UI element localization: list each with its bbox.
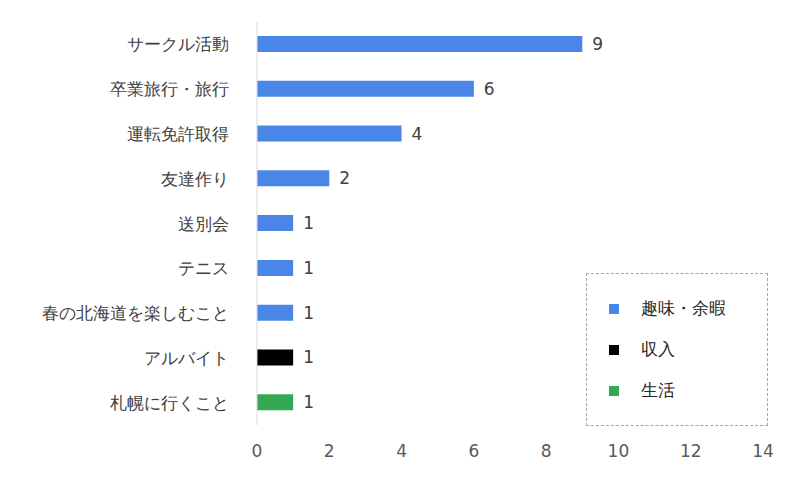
svg-text:1: 1 [303, 213, 314, 233]
svg-text:14: 14 [752, 441, 774, 461]
svg-text:卒業旅行・旅行: 卒業旅行・旅行 [110, 79, 229, 99]
svg-text:4: 4 [412, 124, 423, 144]
svg-text:サークル活動: サークル活動 [127, 34, 229, 54]
svg-text:1: 1 [303, 347, 314, 367]
svg-text:6: 6 [468, 441, 479, 461]
svg-text:アルバイト: アルバイト [144, 348, 229, 368]
svg-text:1: 1 [303, 392, 314, 412]
svg-text:4: 4 [396, 441, 407, 461]
svg-text:2: 2 [339, 168, 350, 188]
svg-text:10: 10 [608, 441, 630, 461]
svg-text:2: 2 [324, 441, 335, 461]
svg-text:送別会: 送別会 [178, 214, 229, 234]
svg-text:1: 1 [303, 258, 314, 278]
svg-text:1: 1 [303, 303, 314, 323]
svg-text:札幌に行くこと: 札幌に行くこと [110, 393, 229, 413]
svg-text:春の北海道を楽しむこと: 春の北海道を楽しむこと [42, 303, 229, 323]
svg-text:6: 6 [484, 79, 495, 99]
svg-text:友達作り: 友達作り [161, 169, 229, 189]
svg-text:8: 8 [541, 441, 552, 461]
svg-text:12: 12 [680, 441, 702, 461]
svg-text:テニス: テニス [178, 258, 229, 278]
svg-text:0: 0 [252, 441, 263, 461]
html-text:生活: 生活 [641, 380, 675, 400]
html-text:収入: 収入 [641, 339, 675, 359]
html-text:趣味・余暇: 趣味・余暇 [641, 298, 726, 318]
svg-text:9: 9 [592, 34, 603, 54]
svg-text:運転免許取得: 運転免許取得 [127, 124, 229, 144]
